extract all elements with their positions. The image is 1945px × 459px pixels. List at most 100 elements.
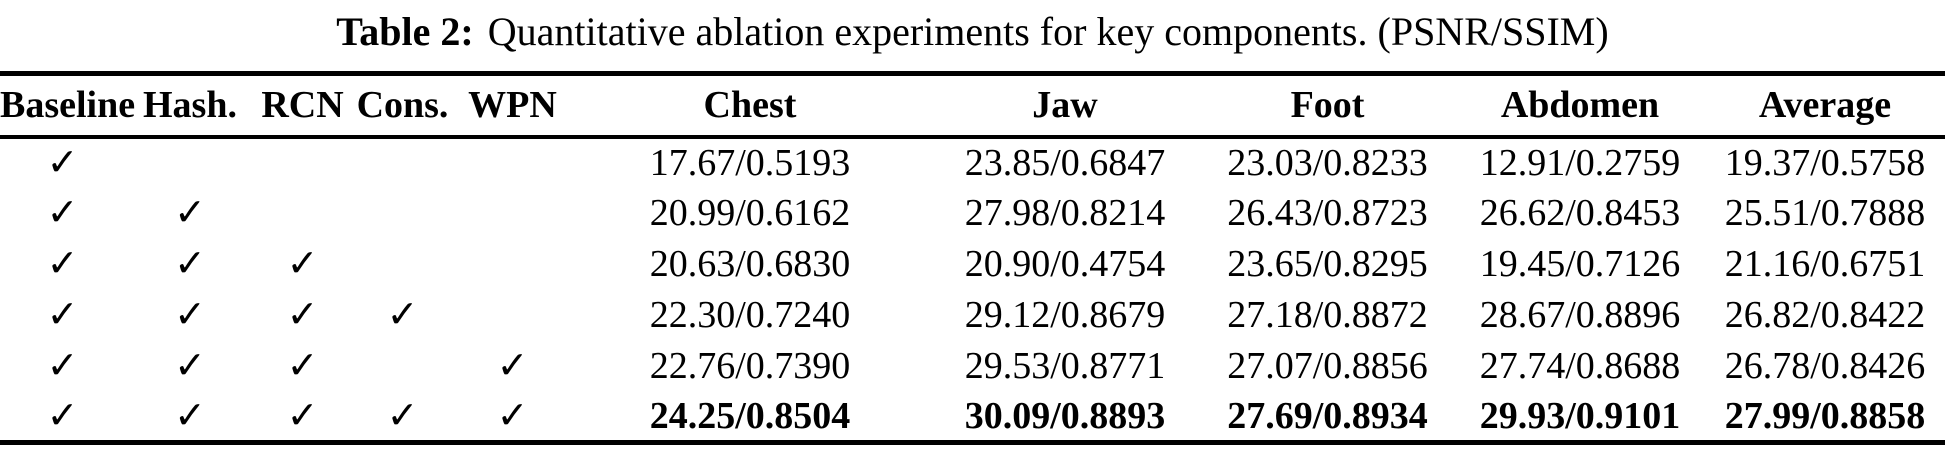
check-cell: ✓ [0, 392, 125, 443]
checkmark-icon: ✓ [286, 241, 319, 285]
value-cell: 17.67/0.5193 [649, 142, 851, 184]
check-cell [255, 137, 350, 188]
check-cell: ✓ [125, 290, 255, 341]
header-foot: Foot [1200, 73, 1455, 139]
value-cell: 24.25/0.8504 [649, 394, 851, 437]
header-abdomen: Abdomen [1455, 73, 1705, 139]
checkmark-icon: ✓ [286, 292, 319, 336]
header-hash: Hash. [125, 73, 255, 139]
value-cell: 12.91/0.2759 [1479, 142, 1681, 184]
value-cell: 26.82/0.8422 [1724, 294, 1926, 336]
table-row: ✓ ✓ ✓ 20.63/0.6830 20.90/0.4754 23.65/0.8295 1… [0, 239, 1945, 290]
check-cell: ✓ [255, 239, 350, 290]
checkmark-icon: ✓ [386, 292, 419, 336]
check-cell [125, 137, 255, 188]
header-chest: Chest [570, 73, 930, 139]
value-cell: 27.18/0.8872 [1227, 294, 1428, 336]
checkmark-icon: ✓ [174, 292, 206, 336]
check-cell [350, 137, 455, 188]
value-cell: 23.03/0.8233 [1227, 142, 1428, 184]
value-cell: 27.98/0.8214 [964, 192, 1166, 234]
value-cell: 25.51/0.7888 [1724, 192, 1926, 234]
table-row: ✓ ✓ 20.99/0.6162 27.98/0.8214 26.43/0.8723 26… [0, 188, 1945, 239]
check-cell: ✓ [350, 290, 455, 341]
caption-label: Table 2: [336, 9, 474, 54]
table-row: ✓ ✓ ✓ ✓ ✓ 24.25/0.8504 30.09/0.8893 27.69/0.893… [0, 392, 1945, 443]
checkmark-icon: ✓ [46, 343, 79, 387]
table-row: ✓ ✓ ✓ ✓ 22.30/0.7240 29.12/0.8679 27.18/0.8872… [0, 290, 1945, 341]
value-cell: 20.63/0.6830 [649, 243, 851, 285]
table-caption: Table 2: Quantitative ablation experiment… [0, 0, 1945, 58]
check-cell [350, 188, 455, 239]
checkmark-icon: ✓ [46, 140, 79, 184]
value-cell: 20.90/0.4754 [964, 243, 1166, 285]
value-cell: 27.74/0.8688 [1479, 345, 1681, 387]
table-row: ✓ 17.67/0.5193 23.85/0.6847 23.03/0.8233 12.… [0, 137, 1945, 188]
checkmark-icon: ✓ [46, 292, 79, 336]
check-cell [455, 188, 570, 239]
check-cell: ✓ [350, 392, 455, 443]
value-cell: 22.30/0.7240 [649, 294, 851, 336]
check-cell: ✓ [0, 341, 125, 392]
check-cell: ✓ [455, 341, 570, 392]
check-cell [455, 137, 570, 188]
checkmark-icon: ✓ [496, 392, 529, 437]
value-cell: 21.16/0.6751 [1724, 243, 1926, 285]
value-cell: 27.69/0.8934 [1227, 394, 1428, 437]
check-cell: ✓ [255, 341, 350, 392]
table-header-row: Baseline Hash. RCN Cons. WPN Chest Jaw Foot Abdo… [0, 73, 1945, 139]
ablation-results-table: Baseline Hash. RCN Cons. WPN Chest Jaw Foot Abdo… [0, 71, 1945, 445]
value-cell: 30.09/0.8893 [964, 394, 1166, 437]
header-rcn: RCN [255, 73, 350, 139]
check-cell: ✓ [125, 188, 255, 239]
check-cell: ✓ [455, 392, 570, 443]
check-cell [455, 290, 570, 341]
value-cell: 23.85/0.6847 [964, 142, 1166, 184]
check-cell: ✓ [125, 239, 255, 290]
value-cell: 27.99/0.8858 [1724, 394, 1926, 437]
check-cell [455, 239, 570, 290]
header-cons: Cons. [350, 73, 455, 139]
check-cell [350, 341, 455, 392]
value-cell: 26.43/0.8723 [1227, 192, 1428, 234]
header-wpn: WPN [455, 73, 570, 139]
checkmark-icon: ✓ [496, 343, 529, 387]
header-average: Average [1705, 73, 1945, 139]
check-cell: ✓ [255, 290, 350, 341]
checkmark-icon: ✓ [46, 392, 79, 437]
checkmark-icon: ✓ [174, 392, 206, 437]
checkmark-icon: ✓ [174, 190, 206, 234]
value-cell: 20.99/0.6162 [649, 192, 851, 234]
check-cell: ✓ [0, 137, 125, 188]
value-cell: 26.62/0.8453 [1479, 192, 1681, 234]
value-cell: 27.07/0.8856 [1227, 345, 1428, 387]
value-cell: 19.45/0.7126 [1479, 243, 1681, 285]
value-cell: 19.37/0.5758 [1724, 142, 1926, 184]
checkmark-icon: ✓ [174, 343, 206, 387]
check-cell [350, 239, 455, 290]
checkmark-icon: ✓ [286, 343, 319, 387]
check-cell: ✓ [255, 392, 350, 443]
check-cell: ✓ [125, 392, 255, 443]
checkmark-icon: ✓ [46, 190, 79, 234]
value-cell: 26.78/0.8426 [1724, 345, 1926, 387]
value-cell: 23.65/0.8295 [1227, 243, 1428, 285]
check-cell: ✓ [0, 290, 125, 341]
value-cell: 28.67/0.8896 [1479, 294, 1681, 336]
check-cell: ✓ [0, 188, 125, 239]
table-row: ✓ ✓ ✓ ✓ 22.76/0.7390 29.53/0.8771 27.07/0.8856… [0, 341, 1945, 392]
value-cell: 22.76/0.7390 [649, 345, 851, 387]
check-cell: ✓ [125, 341, 255, 392]
value-cell: 29.12/0.8679 [964, 294, 1166, 336]
value-cell: 29.53/0.8771 [964, 345, 1166, 387]
header-baseline: Baseline [0, 73, 135, 139]
value-cell: 29.93/0.9101 [1479, 394, 1681, 437]
header-jaw: Jaw [930, 73, 1200, 139]
checkmark-icon: ✓ [46, 241, 79, 285]
check-cell [255, 188, 350, 239]
checkmark-icon: ✓ [386, 392, 419, 437]
checkmark-icon: ✓ [174, 241, 206, 285]
checkmark-icon: ✓ [286, 392, 319, 437]
caption-text: Quantitative ablation experiments for ke… [487, 9, 1609, 54]
